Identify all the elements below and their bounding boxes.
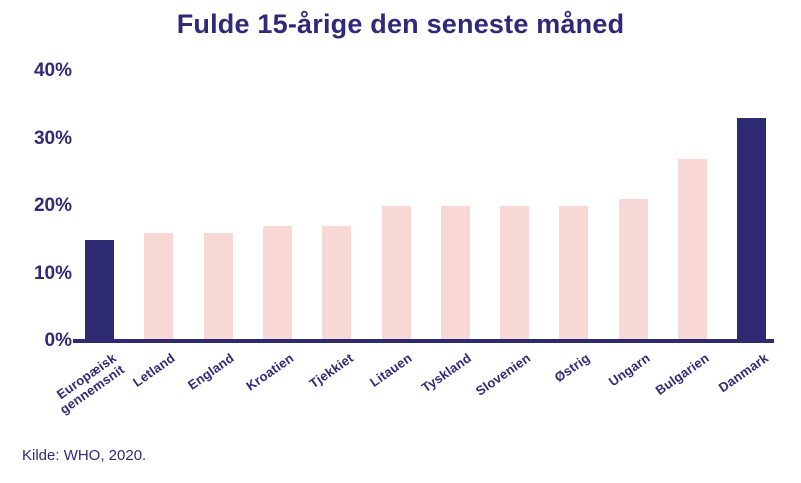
- bar-tjekkiet: [322, 226, 352, 341]
- bar-letland: [144, 233, 174, 341]
- x-label-litauen: Litauen: [367, 350, 416, 390]
- y-tick-20: 20%: [33, 195, 72, 216]
- chart-title: Fulde 15-årige den seneste måned: [176, 9, 625, 39]
- x-label-ungarn: Ungarn: [605, 350, 653, 390]
- x-label-tjekkiet: Tjekkiet: [306, 350, 356, 392]
- bar-slovenien: [500, 206, 530, 341]
- bar-ungarn: [618, 199, 648, 341]
- bar-danmark: [737, 118, 767, 341]
- bar-tyskland: [440, 206, 470, 341]
- bar-england: [203, 233, 233, 341]
- bar-litauen: [381, 206, 411, 341]
- y-tick-0: 0%: [44, 330, 72, 351]
- x-label-bulgarien: Bulgarien: [652, 350, 712, 398]
- x-label-england: England: [185, 350, 238, 393]
- x-label-danmark: Danmark: [715, 350, 771, 396]
- bar-europ-isk-gennemsnit: [85, 239, 114, 341]
- x-label-kroatien: Kroatien: [243, 350, 297, 394]
- bar-bulgarien: [678, 158, 707, 341]
- bar-strig: [559, 206, 589, 341]
- x-label-slovenien: Slovenien: [473, 350, 534, 399]
- x-axis-line: [73, 339, 774, 343]
- x-label-tyskland: Tyskland: [419, 350, 475, 396]
- x-label-letland: Letland: [130, 350, 178, 390]
- y-tick-40: 40%: [33, 60, 72, 81]
- y-tick-10: 10%: [33, 262, 72, 284]
- x-label-strig: Østrig: [551, 350, 593, 386]
- y-tick-30: 30%: [33, 127, 72, 149]
- bar-kroatien: [262, 226, 292, 341]
- source-note: Kilde: WHO, 2020.: [22, 447, 147, 464]
- x-label-europ-isk-gennemsnit: Europæisk gennemsnit: [53, 350, 127, 418]
